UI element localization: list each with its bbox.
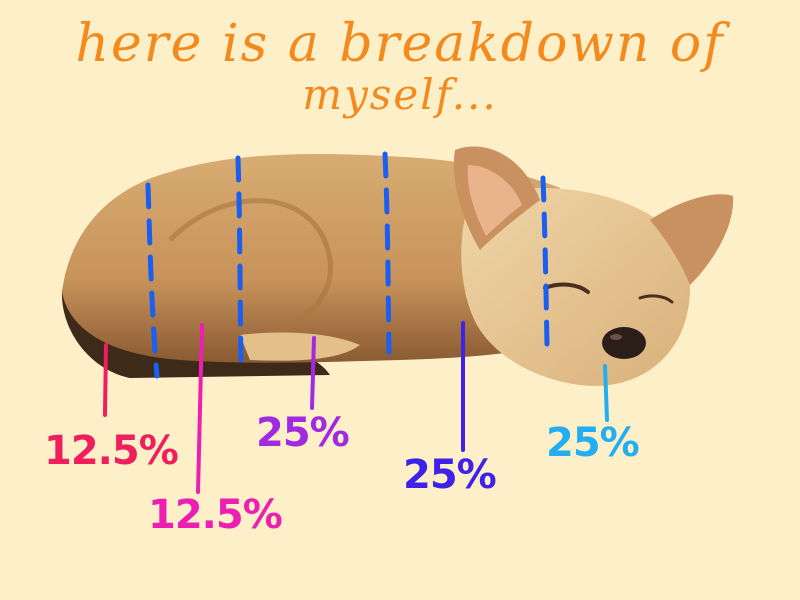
dog-eye [543,282,590,294]
divider-line-4 [540,175,550,348]
title-line-1: here is a breakdown of [75,14,725,74]
segment-5-percent: 25% [546,420,640,466]
title-line-2: myself... [302,70,498,119]
divider-line-2 [235,155,244,365]
dog-ear-right [650,194,734,285]
segment-3-percent: 25% [256,410,350,456]
leader-line-5 [603,364,609,422]
segment-2-percent: 12.5% [148,492,283,538]
dog-leg [168,198,333,341]
leader-line-3 [310,336,316,410]
dog-paw [240,332,360,361]
segment-4-percent: 25% [403,452,497,498]
leader-line-1 [103,343,108,417]
segment-dividers [145,151,550,379]
leader-line-2 [196,323,204,494]
dog-nose [602,327,646,359]
segment-1-percent: 12.5% [44,428,179,474]
divider-line-1 [145,182,160,379]
divider-line-3 [382,151,392,355]
